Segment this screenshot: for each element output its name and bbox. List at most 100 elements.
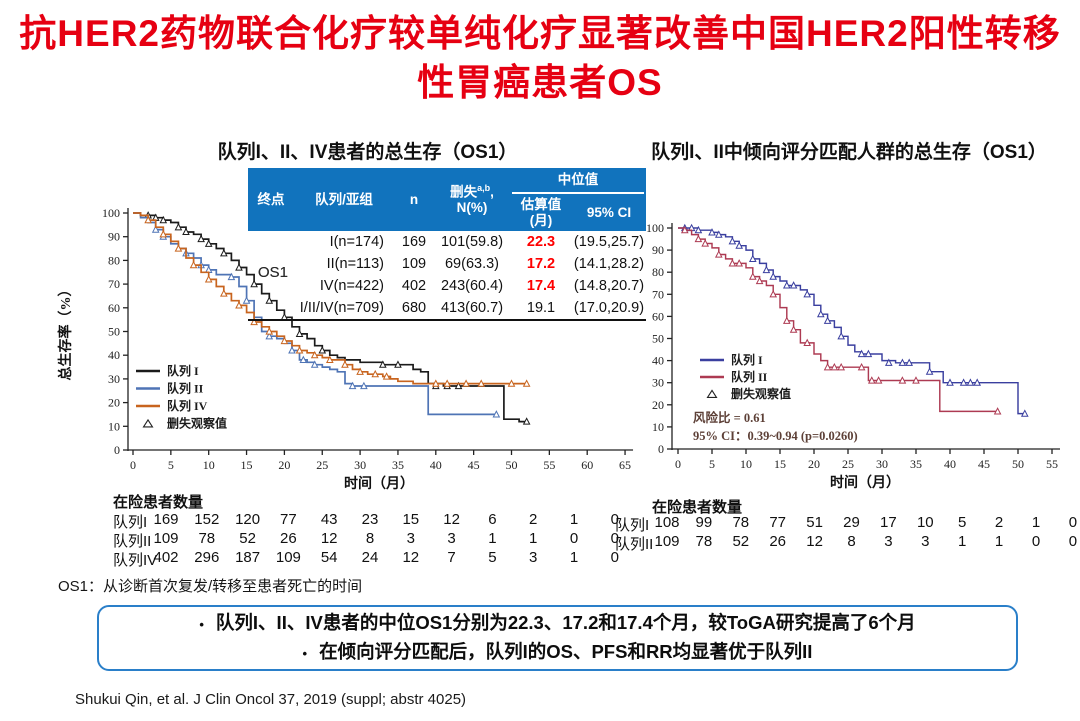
- censor-mark: [159, 230, 168, 238]
- censor-mark: [371, 369, 380, 378]
- censor-mark: [694, 225, 703, 234]
- censor-mark: [356, 367, 364, 375]
- svg-text:40: 40: [944, 457, 956, 471]
- svg-text:0: 0: [114, 443, 120, 457]
- risk-title: 在险患者数量: [113, 494, 204, 511]
- risk-count: 26: [280, 530, 297, 547]
- svg-text:0: 0: [675, 457, 681, 471]
- svg-text:25: 25: [842, 457, 854, 471]
- censor-mark: [360, 381, 368, 390]
- censor-legend-label: 删失观察值: [731, 386, 791, 401]
- censor-mark: [789, 325, 798, 333]
- risk-count: 78: [198, 530, 216, 547]
- risk-count: 2: [994, 514, 1004, 531]
- risk-count: 296: [194, 549, 220, 566]
- svg-text:45: 45: [468, 458, 480, 472]
- censor-mark: [220, 289, 228, 297]
- risk-count: 77: [280, 511, 297, 528]
- censor-mark: [295, 329, 304, 337]
- svg-text:55: 55: [543, 458, 555, 472]
- censor-mark: [151, 225, 160, 233]
- svg-text:65: 65: [619, 458, 631, 472]
- censor-mark: [803, 290, 812, 298]
- censor-mark: [959, 378, 968, 386]
- n-cell: 109: [401, 256, 427, 272]
- ci-cell: (14.1,28.2): [573, 256, 645, 272]
- censor-mark: [280, 336, 289, 345]
- censor-mark: [242, 296, 251, 304]
- risk-count: 1: [569, 549, 579, 566]
- ci-cell: (14.8,20.7): [573, 278, 645, 294]
- y-axis-label: 总生存率（%）: [57, 283, 74, 381]
- censor-mark: [522, 417, 531, 425]
- table-row: IV(n=422) 402 243(60.4) 17.4 (14.8,20.7): [248, 275, 646, 297]
- median-cell: 17.4: [526, 278, 556, 294]
- censor-mark: [462, 379, 470, 387]
- risk-count: 120: [235, 511, 261, 528]
- svg-text:55: 55: [1046, 457, 1058, 471]
- censor-mark: [235, 301, 243, 309]
- censor-mark: [973, 378, 982, 386]
- censor-mark: [477, 379, 486, 387]
- risk-count: 0: [1068, 514, 1078, 531]
- table-row: I(n=174) 169 101(59.8) 22.3 (19.5,25.7): [248, 231, 646, 253]
- median-cell: 22.3: [526, 234, 556, 250]
- risk-count: 109: [153, 530, 179, 547]
- risk-count: 0: [1031, 533, 1041, 550]
- censor-mark: [492, 410, 501, 418]
- svg-text:20: 20: [278, 458, 290, 472]
- km-chart-right: 0 10 20 30 40 50 60 70 80 90 100 0 5 10 15 20 25 30 35 40 45…: [646, 221, 1060, 491]
- risk-count: 402: [153, 549, 179, 566]
- risk-count: 15: [402, 511, 420, 528]
- svg-text:100: 100: [646, 221, 664, 235]
- censor-mark: [197, 234, 205, 243]
- n-cell: 402: [401, 278, 427, 294]
- svg-text:0: 0: [130, 458, 136, 472]
- censor-mark: [789, 281, 798, 289]
- risk-count: 29: [843, 514, 860, 531]
- censor-mark: [898, 358, 907, 366]
- hazard-ratio-note: 风险比 = 0.61: [693, 410, 766, 425]
- x-axis-label: 时间（月）: [830, 474, 900, 491]
- risk-row-label: 队列I: [113, 514, 148, 531]
- header-median: 中位值: [557, 172, 599, 188]
- os1-footnote: OS1：从诊断首次复发/转移至患者死亡的时间: [58, 578, 363, 595]
- svg-text:35: 35: [910, 457, 922, 471]
- svg-text:10: 10: [740, 457, 752, 471]
- svg-text:50: 50: [506, 458, 518, 472]
- svg-text:0: 0: [658, 442, 664, 456]
- censored-cell: 101(59.8): [440, 234, 504, 250]
- median-cell: 19.1: [526, 300, 556, 316]
- censor-mark: [265, 331, 274, 340]
- censor-mark: [867, 376, 876, 384]
- legend-label: 队列 II: [731, 369, 768, 384]
- risk-count: 0: [1068, 533, 1078, 550]
- risk-count: 1: [1031, 514, 1041, 531]
- bullet: •: [302, 646, 308, 661]
- risk-count: 12: [402, 549, 420, 566]
- svg-text:60: 60: [652, 309, 664, 323]
- legend-label: 队列 II: [167, 381, 204, 396]
- censor-mark: [189, 260, 198, 269]
- risk-count: 23: [361, 511, 379, 528]
- svg-text:50: 50: [108, 325, 120, 339]
- censor-mark: [946, 378, 954, 386]
- header-cohort: 队列/亚组: [315, 191, 373, 207]
- risk-count: 0: [569, 530, 579, 547]
- censor-mark: [925, 367, 934, 375]
- citation: Shukui Qin, et al. J Clin Oncol 37, 2019…: [75, 691, 467, 708]
- svg-text:40: 40: [108, 348, 120, 362]
- censor-mark: [769, 290, 778, 298]
- censor-mark: [182, 227, 190, 236]
- censor-mark: [680, 225, 689, 234]
- censor-mark: [735, 241, 744, 249]
- ci-cell: (17.0,20.9): [573, 300, 645, 316]
- median-cell: 17.2: [526, 256, 556, 272]
- risk-count: 7: [447, 549, 456, 566]
- summary-line: • 队列I、II、IV患者的中位OS1分别为22.3、17.2和17.4个月，较T…: [199, 612, 916, 633]
- censor-mark: [378, 360, 387, 368]
- svg-text:30: 30: [876, 457, 888, 471]
- svg-text:30: 30: [108, 372, 120, 386]
- svg-text:10: 10: [652, 420, 664, 434]
- censor-mark: [310, 350, 319, 359]
